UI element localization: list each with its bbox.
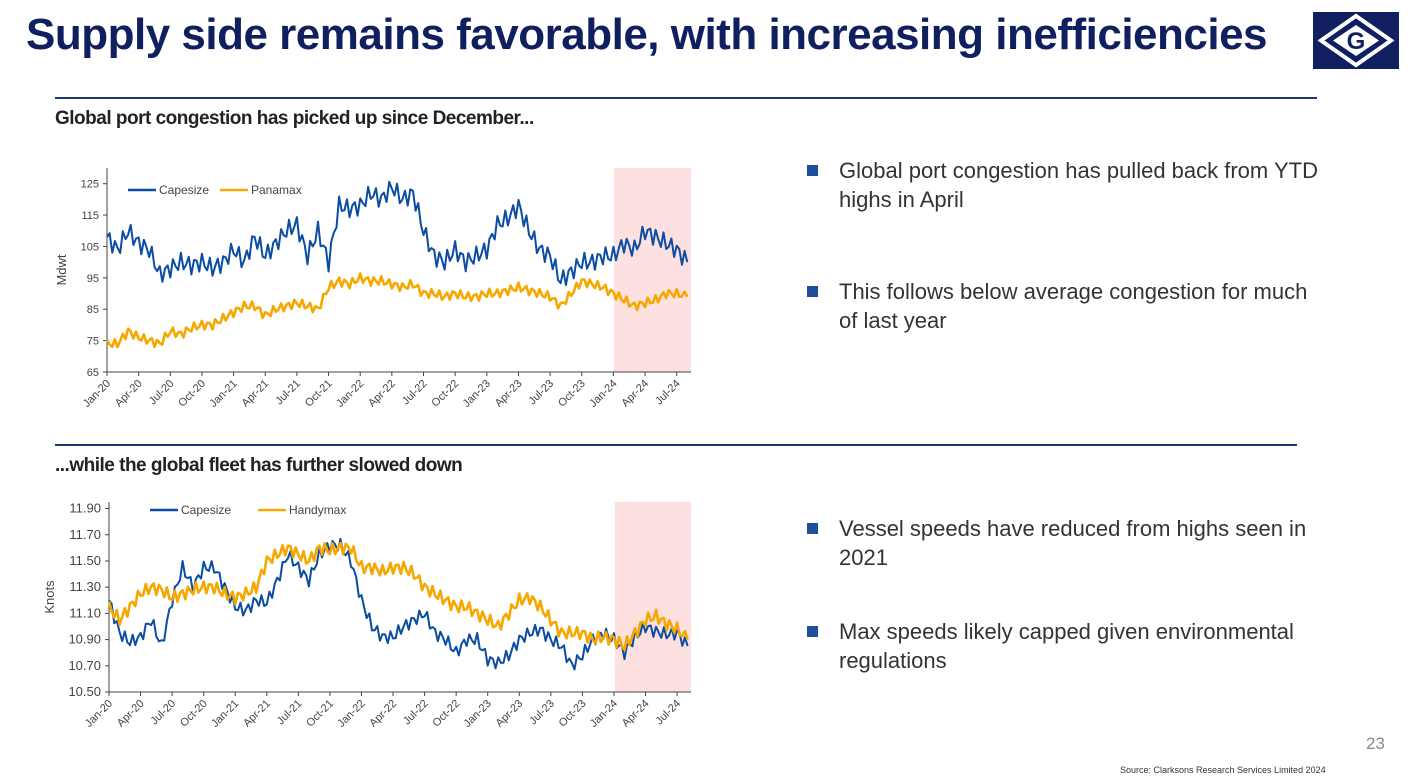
y-axis-label: Mdwt bbox=[54, 254, 69, 285]
divider bbox=[55, 444, 1297, 446]
x-tick-label: Apr-20 bbox=[113, 378, 145, 410]
y-tick-label: 11.10 bbox=[69, 605, 101, 620]
page-number: 23 bbox=[1366, 734, 1385, 753]
logo-diamond-icon: G bbox=[1317, 13, 1395, 68]
x-tick-label: Jul-24 bbox=[654, 698, 684, 728]
x-tick-label: Oct-22 bbox=[429, 378, 461, 410]
x-tick-label: Apr-23 bbox=[494, 698, 526, 730]
legend-label: Capesize bbox=[159, 183, 209, 197]
x-tick-label: Jul-22 bbox=[401, 698, 431, 728]
x-tick-label: Apr-24 bbox=[619, 378, 651, 410]
x-tick-label: Jan-20 bbox=[83, 698, 115, 730]
bullet-item: Global port congestion has pulled back f… bbox=[807, 156, 1319, 214]
x-tick-label: Jan-24 bbox=[588, 698, 620, 730]
x-tick-label: Oct-20 bbox=[176, 378, 208, 410]
x-tick-label: Oct-22 bbox=[430, 698, 462, 730]
x-tick-label: Oct-23 bbox=[556, 378, 588, 410]
speed-chart: 10.50 10.70 10.90 11.10 11.30 11.50 11.70 11.90… bbox=[42, 501, 691, 730]
x-tick-label: Apr-21 bbox=[241, 698, 273, 730]
series-line-handymax bbox=[107, 541, 689, 652]
bullet-text: Max speeds likely capped given environme… bbox=[839, 619, 1294, 673]
legend-label: Capesize bbox=[181, 503, 231, 517]
x-tick-label: Jul-21 bbox=[275, 698, 305, 728]
company-logo: G bbox=[1313, 12, 1399, 69]
y-tick-label: 11.30 bbox=[69, 579, 101, 594]
x-tick-label: Jul-22 bbox=[400, 378, 430, 408]
x-tick-label: Jan-23 bbox=[461, 378, 493, 410]
bullet-square-icon bbox=[807, 523, 818, 534]
x-tick-label: Jan-22 bbox=[334, 378, 366, 410]
x-tick-label: Jan-21 bbox=[207, 378, 239, 410]
x-tick-label: Jul-20 bbox=[149, 698, 179, 728]
x-tick-label: Apr-23 bbox=[493, 378, 525, 410]
source-note: Source: Clarksons Research Services Limi… bbox=[1120, 765, 1326, 775]
y-tick-label: 10.50 bbox=[68, 684, 101, 699]
y-tick-label: 10.90 bbox=[68, 632, 101, 647]
y-tick-label: 65 bbox=[87, 367, 99, 379]
chart-heading-speed: ...while the global fleet has further sl… bbox=[55, 455, 463, 476]
svg-text:G: G bbox=[1347, 28, 1366, 55]
x-tick-label: Jul-20 bbox=[147, 378, 177, 408]
x-tick-label: Jan-20 bbox=[81, 378, 113, 410]
divider bbox=[55, 97, 1317, 99]
y-tick-label: 115 bbox=[81, 210, 99, 222]
x-tick-label: Oct-23 bbox=[557, 698, 589, 730]
x-tick-label: Jan-24 bbox=[587, 378, 619, 410]
y-tick-label: 75 bbox=[87, 336, 99, 348]
series-line-capesize bbox=[108, 537, 689, 671]
bullet-square-icon bbox=[807, 626, 818, 637]
page-title: Supply side remains favorable, with incr… bbox=[26, 10, 1268, 59]
y-axis-label: Knots bbox=[42, 580, 57, 614]
bullet-item: Vessel speeds have reduced from highs se… bbox=[807, 514, 1319, 572]
y-tick-label: 105 bbox=[81, 241, 99, 253]
x-tick-label: Jul-21 bbox=[273, 378, 303, 408]
bullet-square-icon bbox=[807, 286, 818, 297]
bullet-text: This follows below average congestion fo… bbox=[839, 279, 1308, 333]
x-tick-label: Oct-21 bbox=[304, 698, 336, 730]
y-tick-label: 11.90 bbox=[69, 501, 101, 516]
x-tick-label: Apr-24 bbox=[620, 698, 652, 730]
bullet-square-icon bbox=[807, 165, 818, 176]
series-line-capesize bbox=[106, 180, 689, 287]
bullet-text: Global port congestion has pulled back f… bbox=[839, 158, 1318, 212]
bullet-text: Vessel speeds have reduced from highs se… bbox=[839, 516, 1307, 570]
y-tick-label: 85 bbox=[87, 304, 99, 316]
highlight-band bbox=[615, 502, 691, 692]
x-tick-label: Jul-24 bbox=[653, 378, 683, 408]
x-tick-label: Oct-20 bbox=[178, 698, 210, 730]
x-tick-label: Jan-21 bbox=[209, 698, 241, 730]
bullet-item: This follows below average congestion fo… bbox=[807, 277, 1319, 335]
x-tick-label: Jan-23 bbox=[462, 698, 494, 730]
y-tick-label: 11.50 bbox=[69, 553, 101, 568]
highlight-band bbox=[614, 168, 691, 372]
x-tick-label: Oct-21 bbox=[303, 378, 335, 410]
x-tick-label: Apr-22 bbox=[366, 378, 398, 410]
x-tick-label: Jul-23 bbox=[527, 698, 557, 728]
x-tick-label: Jan-22 bbox=[335, 698, 367, 730]
x-tick-label: Apr-22 bbox=[367, 698, 399, 730]
y-tick-label: 10.70 bbox=[68, 658, 101, 673]
x-tick-label: Apr-20 bbox=[115, 698, 147, 730]
y-tick-label: 125 bbox=[81, 179, 99, 191]
chart-heading-congestion: Global port congestion has picked up sin… bbox=[55, 108, 534, 129]
bullet-item: Max speeds likely capped given environme… bbox=[807, 617, 1319, 675]
y-tick-label: 11.70 bbox=[69, 527, 101, 542]
legend-label: Panamax bbox=[251, 183, 302, 197]
x-tick-label: Jul-23 bbox=[527, 378, 557, 408]
x-tick-label: Apr-21 bbox=[240, 378, 272, 410]
legend-label: Handymax bbox=[289, 503, 346, 517]
series-line-panamax bbox=[105, 272, 689, 349]
y-tick-label: 95 bbox=[87, 273, 99, 285]
